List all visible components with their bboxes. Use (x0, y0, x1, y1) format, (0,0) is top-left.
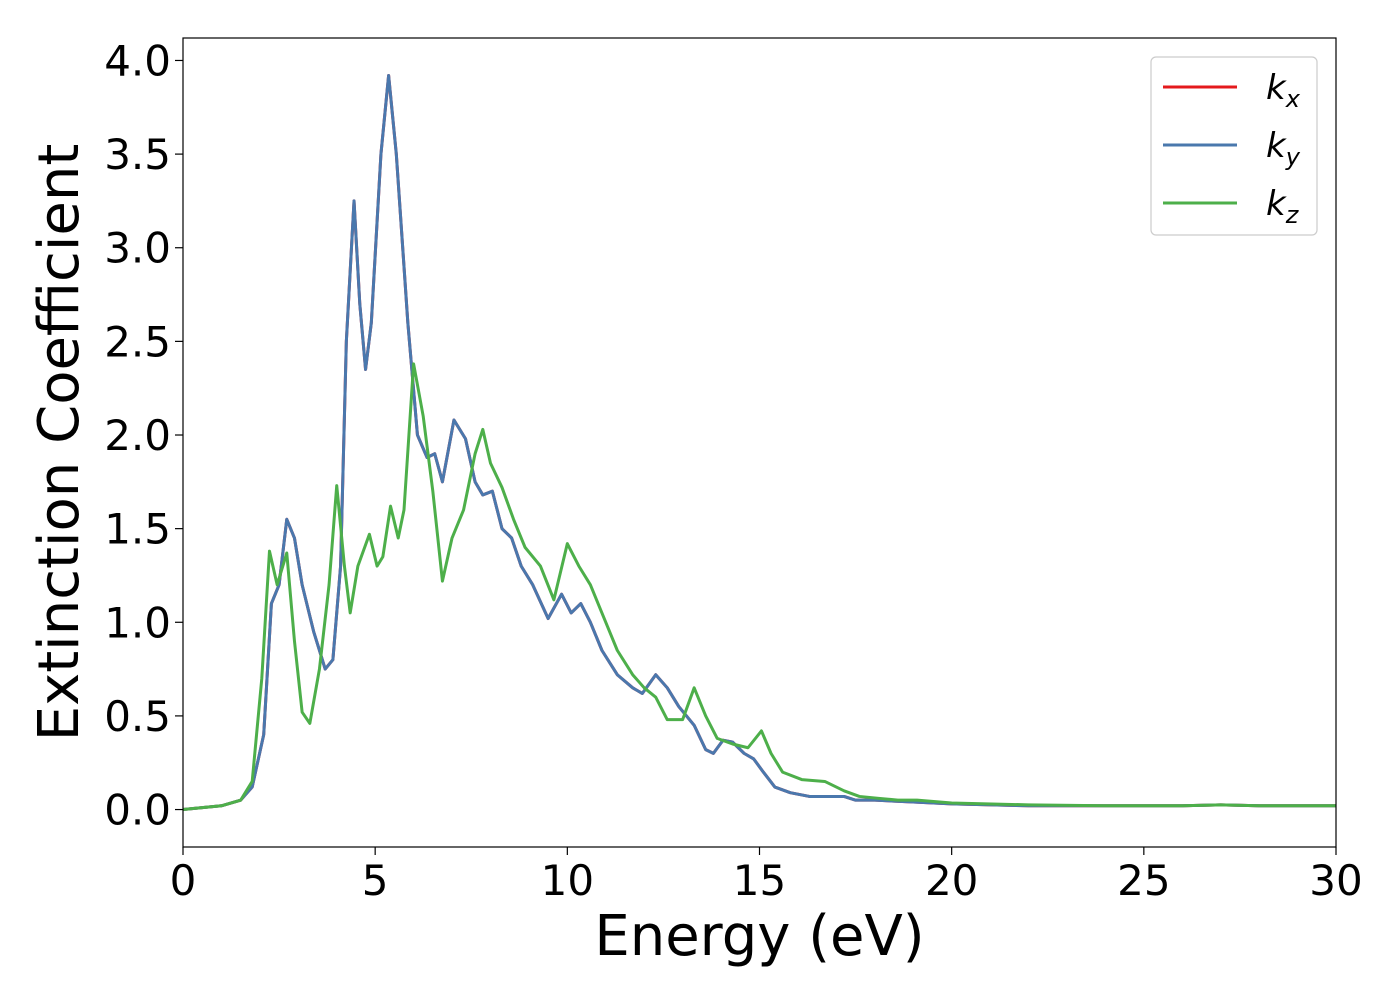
series-line-ky (183, 73, 1336, 812)
x-axis-ticks: 0 5 10 15 20 25 30 (170, 847, 1363, 905)
legend-item-kz: kz (1163, 184, 1300, 229)
y-tick-label: 4.0 (104, 36, 171, 85)
x-tick-label: 25 (1117, 856, 1170, 905)
y-axis-label: Extinction Coefficient (27, 144, 92, 742)
x-tick-label: 10 (541, 856, 594, 905)
x-tick-label: 0 (170, 856, 197, 905)
plot-area (182, 37, 1337, 848)
legend-item-kx: kx (1163, 68, 1301, 113)
y-tick-label: 3.0 (104, 224, 171, 273)
y-tick-label: 1.0 (104, 598, 171, 647)
x-tick-label: 20 (925, 856, 978, 905)
y-tick-label: 0.0 (104, 786, 171, 835)
y-tick-label: 0.5 (104, 692, 171, 741)
series-group (183, 73, 1336, 812)
legend-label: kx (1266, 68, 1301, 113)
y-axis-ticks: 0.0 0.5 1.0 1.5 2.0 2.5 3.0 3.5 4.0 (104, 36, 183, 835)
x-axis-label: Energy (eV) (594, 904, 924, 969)
legend-label: ky (1266, 126, 1301, 171)
x-tick-label: 30 (1309, 856, 1362, 905)
legend-label: kz (1266, 184, 1300, 229)
y-tick-label: 1.5 (104, 505, 171, 554)
y-tick-label: 2.5 (104, 317, 171, 366)
x-tick-label: 15 (733, 856, 786, 905)
x-tick-label: 5 (362, 856, 389, 905)
series-line-kz (183, 362, 1336, 812)
legend-item-ky: ky (1163, 126, 1301, 171)
y-tick-label: 3.5 (104, 130, 171, 179)
legend: kx ky kz (1150, 56, 1318, 236)
y-tick-label: 2.0 (104, 411, 171, 460)
